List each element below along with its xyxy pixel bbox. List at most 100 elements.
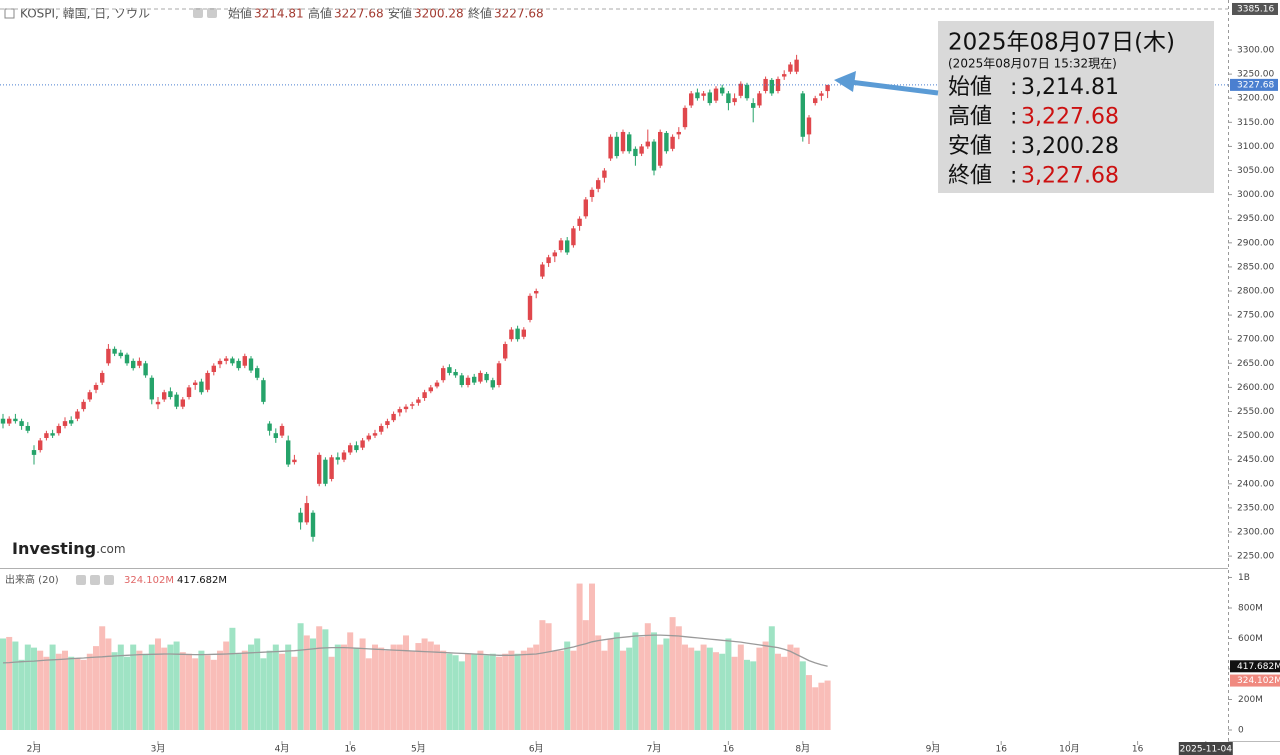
volume-bar [167,644,174,730]
candle-body [546,257,551,264]
volume-bar [99,626,106,730]
legend-value: 3227.68 [494,7,544,21]
volume-bar [266,650,273,730]
y-tick-label: 3200.00 [1237,94,1274,104]
volume-bar [434,644,441,730]
volume-bar [508,650,515,730]
volume-bar [390,644,397,730]
info-date: 2025年08月07日(木) [948,30,1175,56]
volume-bar [148,644,155,730]
volume-bar [372,644,379,730]
candle-body [44,433,49,439]
volume-bar [328,656,335,730]
legend-label: 始値 [228,6,252,21]
candle-body [118,352,124,357]
candle-body [360,440,365,448]
candle-body [701,93,706,96]
volume-bar [6,636,13,730]
volume-bar [744,659,751,730]
candle-body [93,384,99,390]
candle-body [75,411,80,419]
y-tick-label: 800M [1238,603,1263,613]
volume-bar [279,653,286,730]
x-tick-label: 9月 [926,744,941,755]
candle-body [465,377,471,385]
y-tick-label: 2350.00 [1237,503,1274,513]
volume-bar [173,641,180,730]
candle-body [707,92,713,104]
volume-value: 324.102M [124,575,174,586]
candle-body [56,425,62,434]
volume-bar [483,655,490,730]
volume-bar [725,638,732,730]
volume-bar [694,650,701,730]
candle-body [571,228,576,246]
candle-body [422,392,427,399]
volume-bar [812,687,819,730]
volume-bar [80,659,87,730]
candle-body [720,87,725,94]
volume-bar [155,638,162,730]
candle-body [335,457,341,460]
volume-bar [111,652,118,730]
volume-bar [241,650,248,730]
candle-body [484,373,489,381]
volume-bar [254,638,261,730]
x-tick-label: 8月 [795,744,810,755]
volume-bar [322,629,329,730]
candle-body [744,84,750,99]
volume-bar [43,656,50,730]
volume-bar [347,632,354,730]
candle-body [633,148,638,157]
volume-bar [558,650,565,730]
volume-bar [781,656,788,730]
candle-body [589,189,595,198]
settings-icon[interactable] [193,8,203,18]
candle-body [515,328,520,340]
candle-body [341,452,347,460]
candle-body [478,372,483,382]
legend-value: 3227.68 [334,7,384,21]
candle-body [428,387,434,392]
volume-bar [291,656,298,730]
volume-bar [657,644,664,730]
candle-body [509,329,514,340]
candle-body [447,367,452,373]
candle-body [379,425,384,432]
volume-bar [18,659,25,730]
candle-body [596,180,601,189]
close-icon[interactable] [104,575,114,585]
settings-icon[interactable] [76,575,86,585]
legend-label: 終値 [468,6,492,21]
volume-bar [229,627,236,730]
candle-body [267,423,272,431]
info-value: 3,227.68 [1021,105,1119,130]
volume-title: 出来高 (20) [5,573,59,586]
volume-bar [713,652,720,730]
volume-bar [576,583,583,730]
hide-icon[interactable] [90,575,100,585]
candle-body [273,433,279,439]
arrow-head [834,71,856,92]
candle-body [25,425,31,431]
x-tick-label: 16 [344,745,356,755]
volume-bar [539,620,546,730]
y-tick-label: 2650.00 [1237,359,1274,369]
reference-label-box [1232,2,1278,15]
volume-bar [589,583,596,730]
candle-body [69,420,74,424]
candle-body [205,372,210,390]
reference-label: 3385.16 [1237,4,1274,14]
volume-bar [186,653,193,730]
candle-body [304,503,310,523]
volume-bar [520,650,527,730]
y-tick-label: 2400.00 [1237,479,1274,489]
candle-body [137,360,142,366]
hide-icon[interactable] [207,8,217,18]
candle-body [552,252,558,257]
candle-body [217,360,223,365]
candle-body [38,440,43,451]
volume-bar [396,644,403,730]
volume-bar [824,680,831,730]
